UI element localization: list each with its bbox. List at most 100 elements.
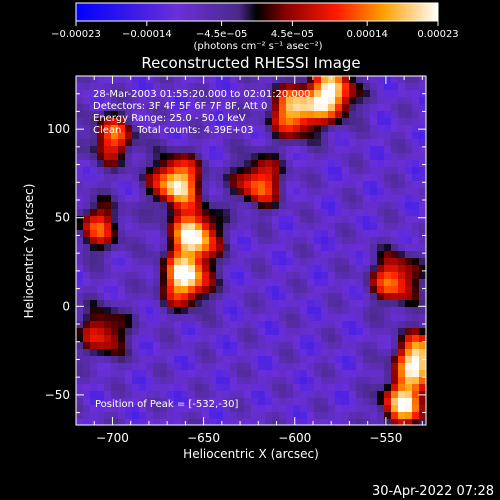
heat-cell (349, 286, 356, 293)
heat-cell (104, 314, 111, 321)
heat-cell (83, 146, 90, 153)
heat-cell (202, 181, 209, 188)
heat-cell (111, 398, 118, 405)
heat-cell (307, 83, 314, 90)
heat-cell (237, 412, 244, 419)
heat-cell (202, 97, 209, 104)
heat-cell (349, 321, 356, 328)
heat-cell (419, 230, 426, 237)
heat-cell (202, 83, 209, 90)
heat-cell (356, 104, 363, 111)
heat-cell (328, 279, 335, 286)
heat-cell (244, 363, 251, 370)
heat-cell (335, 97, 342, 104)
heat-cell (139, 223, 146, 230)
heat-cell (419, 405, 426, 412)
heat-cell (251, 132, 258, 139)
heat-cell (244, 181, 251, 188)
heat-cell (244, 349, 251, 356)
heat-cell (223, 370, 230, 377)
heat-cell (377, 167, 384, 174)
heat-cell (370, 363, 377, 370)
heat-cell (279, 181, 286, 188)
heat-cell (328, 125, 335, 132)
heat-cell (118, 104, 125, 111)
heat-cell (356, 76, 363, 83)
heat-cell (195, 223, 202, 230)
heat-cell (314, 188, 321, 195)
heat-cell (272, 223, 279, 230)
heat-cell (90, 258, 97, 265)
heat-cell (195, 349, 202, 356)
heat-cell (230, 251, 237, 258)
heat-cell (244, 125, 251, 132)
heat-cell (167, 90, 174, 97)
heat-cell (104, 139, 111, 146)
heat-cell (342, 76, 349, 83)
heat-cell (146, 132, 153, 139)
heat-cell (83, 419, 90, 425)
heat-cell (76, 300, 83, 307)
heat-cell (181, 370, 188, 377)
heat-cell (139, 384, 146, 391)
heat-cell (202, 104, 209, 111)
heat-cell (384, 146, 391, 153)
heat-cell (384, 356, 391, 363)
heat-cell (195, 90, 202, 97)
heat-cell (83, 125, 90, 132)
heat-cell (237, 279, 244, 286)
heat-cell (104, 125, 111, 132)
heat-cell (237, 251, 244, 258)
heat-cell (412, 83, 419, 90)
heat-cell (90, 97, 97, 104)
heat-cell (342, 139, 349, 146)
heat-cell (83, 111, 90, 118)
heat-cell (230, 363, 237, 370)
heat-cell (209, 405, 216, 412)
heat-cell (398, 118, 405, 125)
heat-cell (412, 125, 419, 132)
heat-cell (111, 279, 118, 286)
heat-cell (195, 209, 202, 216)
heat-cell (377, 391, 384, 398)
heat-cell (209, 391, 216, 398)
heat-cell (293, 321, 300, 328)
heat-cell (398, 370, 405, 377)
heat-cell (321, 244, 328, 251)
heat-cell (174, 230, 181, 237)
heat-cell (377, 118, 384, 125)
heat-cell (251, 286, 258, 293)
heat-cell (370, 160, 377, 167)
heat-cell (342, 111, 349, 118)
heat-cell (300, 153, 307, 160)
heat-cell (377, 272, 384, 279)
heat-cell (160, 188, 167, 195)
heat-cell (272, 125, 279, 132)
heat-cell (328, 223, 335, 230)
heat-cell (363, 244, 370, 251)
heat-cell (160, 300, 167, 307)
heat-cell (223, 349, 230, 356)
heat-cell (104, 398, 111, 405)
heat-cell (251, 167, 258, 174)
heat-cell (412, 188, 419, 195)
heat-cell (167, 300, 174, 307)
heat-cell (216, 230, 223, 237)
heat-cell (356, 244, 363, 251)
heat-cell (132, 419, 139, 425)
heat-cell (384, 76, 391, 83)
heat-cell (181, 237, 188, 244)
heat-cell (419, 223, 426, 230)
heat-cell (349, 419, 356, 425)
heat-cell (188, 188, 195, 195)
heat-cell (384, 111, 391, 118)
heat-cell (300, 167, 307, 174)
heat-cell (118, 216, 125, 223)
heat-cell (216, 111, 223, 118)
heat-cell (265, 384, 272, 391)
heat-cell (258, 328, 265, 335)
heat-cell (90, 118, 97, 125)
heat-cell (384, 90, 391, 97)
heat-cell (153, 293, 160, 300)
heat-cell (300, 412, 307, 419)
